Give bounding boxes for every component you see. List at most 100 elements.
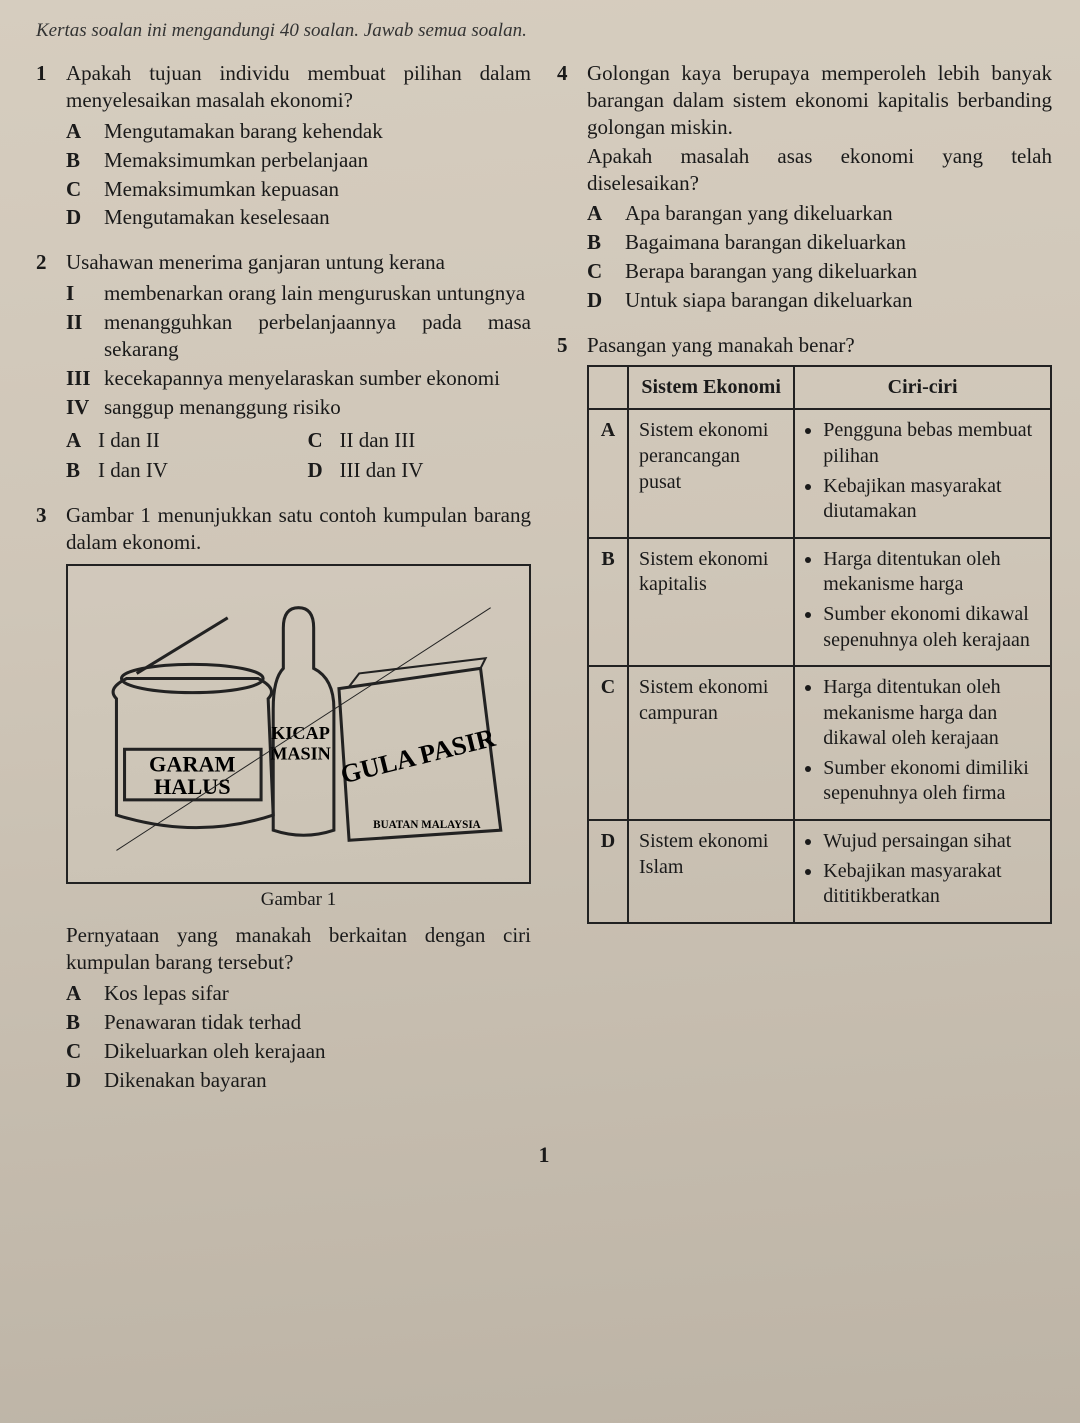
option-d: DMengutamakan keselesaan (66, 204, 531, 231)
ciri-item: Kebajikan masyarakat dititikberatkan (823, 859, 1040, 910)
roman-i: Imembenarkan orang lain menguruskan untu… (66, 280, 531, 307)
cell-ciri: Harga ditentukan oleh mekanisme harga Su… (794, 538, 1051, 666)
option-text: Mengutamakan barang kehendak (104, 118, 383, 145)
row-label: D (588, 820, 628, 923)
option-c: CDikeluarkan oleh kerajaan (66, 1038, 531, 1065)
roman-label: IV (66, 394, 94, 421)
roman-ii: IImenangguhkan perbelanjaannya pada masa… (66, 309, 531, 363)
question-stem-2: Pernyataan yang manakah berkaitan dengan… (66, 922, 531, 976)
table-row: C Sistem ekonomi campuran Harga ditentuk… (588, 666, 1051, 820)
question-stem: Usahawan menerima ganjaran untung kerana (66, 249, 531, 276)
option-d: DDikenakan bayaran (66, 1067, 531, 1094)
question-body: Golongan kaya berupaya memperoleh lebih … (587, 60, 1052, 314)
ciri-item: Wujud persaingan sihat (823, 829, 1040, 855)
option-text: Mengutamakan keselesaan (104, 204, 330, 231)
option-text: III dan IV (340, 457, 424, 484)
question-1: 1 Apakah tujuan individu membuat pilihan… (36, 60, 531, 231)
option-b: BBagaimana barangan dikeluarkan (587, 229, 1052, 256)
option-text: Dikeluarkan oleh kerajaan (104, 1038, 326, 1065)
option-label: C (308, 427, 330, 454)
option-label: D (66, 1067, 94, 1094)
roman-text: kecekapannya menyelaraskan sumber ekonom… (104, 365, 500, 392)
question-3: 3 Gambar 1 menunjukkan satu contoh kumpu… (36, 502, 531, 1093)
option-c: C Memaksimumkan kepuasan (66, 176, 531, 203)
cell-system: Sistem ekonomi kapitalis (628, 538, 794, 666)
question-stem: Apakah tujuan individu membuat pilihan d… (66, 60, 531, 114)
left-column: 1 Apakah tujuan individu membuat pilihan… (36, 60, 531, 1112)
ciri-item: Harga ditentukan oleh mekanisme harga da… (823, 675, 1040, 752)
option-text: I dan II (98, 427, 160, 454)
option-label: B (66, 1009, 94, 1036)
roman-label: I (66, 280, 94, 307)
option-label: A (66, 118, 94, 145)
question-body: Apakah tujuan individu membuat pilihan d… (66, 60, 531, 231)
option-c: C Berapa barangan yang dikeluarkan (587, 258, 1052, 285)
option-text: Untuk siapa barangan dikeluarkan (625, 287, 912, 314)
exam-page: Kertas soalan ini mengandungi 40 soalan.… (0, 0, 1080, 1423)
roman-label: III (66, 365, 94, 392)
two-column-layout: 1 Apakah tujuan individu membuat pilihan… (36, 60, 1052, 1112)
figure-1: GARAM HALUS KICAP MASIN GULA PASIR BUATA… (66, 564, 531, 884)
option-a: A Kos lepas sifar (66, 980, 531, 1007)
question-body: Gambar 1 menunjukkan satu contoh kumpula… (66, 502, 531, 1093)
question-body: Usahawan menerima ganjaran untung kerana… (66, 249, 531, 484)
option-a: A Apa barangan yang dikeluarkan (587, 200, 1052, 227)
option-text: Kos lepas sifar (104, 980, 229, 1007)
option-label: A (66, 980, 94, 1007)
question-number: 5 (557, 332, 577, 924)
roman-list: Imembenarkan orang lain menguruskan untu… (66, 280, 531, 420)
question-number: 3 (36, 502, 56, 1093)
question-number: 1 (36, 60, 56, 231)
table-row: B Sistem ekonomi kapitalis Harga ditentu… (588, 538, 1051, 666)
row-label: B (588, 538, 628, 666)
label-halus: HALUS (154, 774, 231, 799)
roman-text: membenarkan orang lain menguruskan untun… (104, 280, 525, 307)
row-label: C (588, 666, 628, 820)
roman-text: sanggup menanggung risiko (104, 394, 341, 421)
cell-ciri: Harga ditentukan oleh mekanisme harga da… (794, 666, 1051, 820)
question-body: Pasangan yang manakah benar? Sistem Ekon… (587, 332, 1052, 924)
ciri-item: Kebajikan masyarakat diutamakan (823, 474, 1040, 525)
option-list: A Mengutamakan barang kehendak B Memaksimu… (66, 118, 531, 232)
paper-instruction: Kertas soalan ini mengandungi 40 soalan.… (36, 20, 1052, 42)
question-stem-2: Apakah masalah asas ekonomi yang telah d… (587, 143, 1052, 197)
ciri-item: Harga ditentukan oleh mekanisme harga (823, 547, 1040, 598)
option-text: II dan III (340, 427, 416, 454)
option-label: D (587, 287, 615, 314)
option-label: B (66, 457, 88, 484)
header-sistem: Sistem Ekonomi (628, 366, 794, 410)
option-label: C (66, 176, 94, 203)
question-4: 4 Golongan kaya berupaya memperoleh lebi… (557, 60, 1052, 314)
table-header-row: Sistem Ekonomi Ciri-ciri (588, 366, 1051, 410)
option-text: Memaksimumkan kepuasan (104, 176, 339, 203)
row-label: A (588, 409, 628, 537)
option-a: AI dan II (66, 427, 290, 454)
ciri-item: Sumber ekonomi dikawal sepenuhnya oleh k… (823, 602, 1040, 653)
question-stem: Gambar 1 menunjukkan satu contoh kumpula… (66, 502, 531, 556)
option-d: D III dan IV (308, 457, 532, 484)
table-row: D Sistem ekonomi Islam Wujud persaingan … (588, 820, 1051, 923)
q5-table: Sistem Ekonomi Ciri-ciri A Sistem ekonom… (587, 365, 1052, 924)
roman-label: II (66, 309, 94, 363)
label-buatan: BUATAN MALAYSIA (373, 819, 481, 831)
roman-iii: III kecekapannya menyelaraskan sumber eko… (66, 365, 531, 392)
option-label: D (308, 457, 330, 484)
cell-ciri: Wujud persaingan sihat Kebajikan masyara… (794, 820, 1051, 923)
label-masin: MASIN (270, 743, 331, 763)
label-gula-pasir: GULA PASIR (338, 723, 499, 790)
option-label: A (587, 200, 615, 227)
header-ciri: Ciri-ciri (794, 366, 1051, 410)
option-text: Memaksimumkan perbelanjaan (104, 147, 368, 174)
question-2: 2 Usahawan menerima ganjaran untung kera… (36, 249, 531, 484)
cell-system: Sistem ekonomi campuran (628, 666, 794, 820)
option-label: C (587, 258, 615, 285)
option-text: Apa barangan yang dikeluarkan (625, 200, 893, 227)
goods-illustration: GARAM HALUS KICAP MASIN GULA PASIR BUATA… (76, 574, 521, 874)
page-number: 1 (36, 1142, 1052, 1168)
option-text: Berapa barangan yang dikeluarkan (625, 258, 917, 285)
option-label: B (66, 147, 94, 174)
option-list: A Apa barangan yang dikeluarkan BBagaiman… (587, 200, 1052, 314)
option-text: I dan IV (98, 457, 168, 484)
question-number: 2 (36, 249, 56, 484)
ciri-item: Sumber ekonomi dimiliki sepenuhnya oleh … (823, 756, 1040, 807)
